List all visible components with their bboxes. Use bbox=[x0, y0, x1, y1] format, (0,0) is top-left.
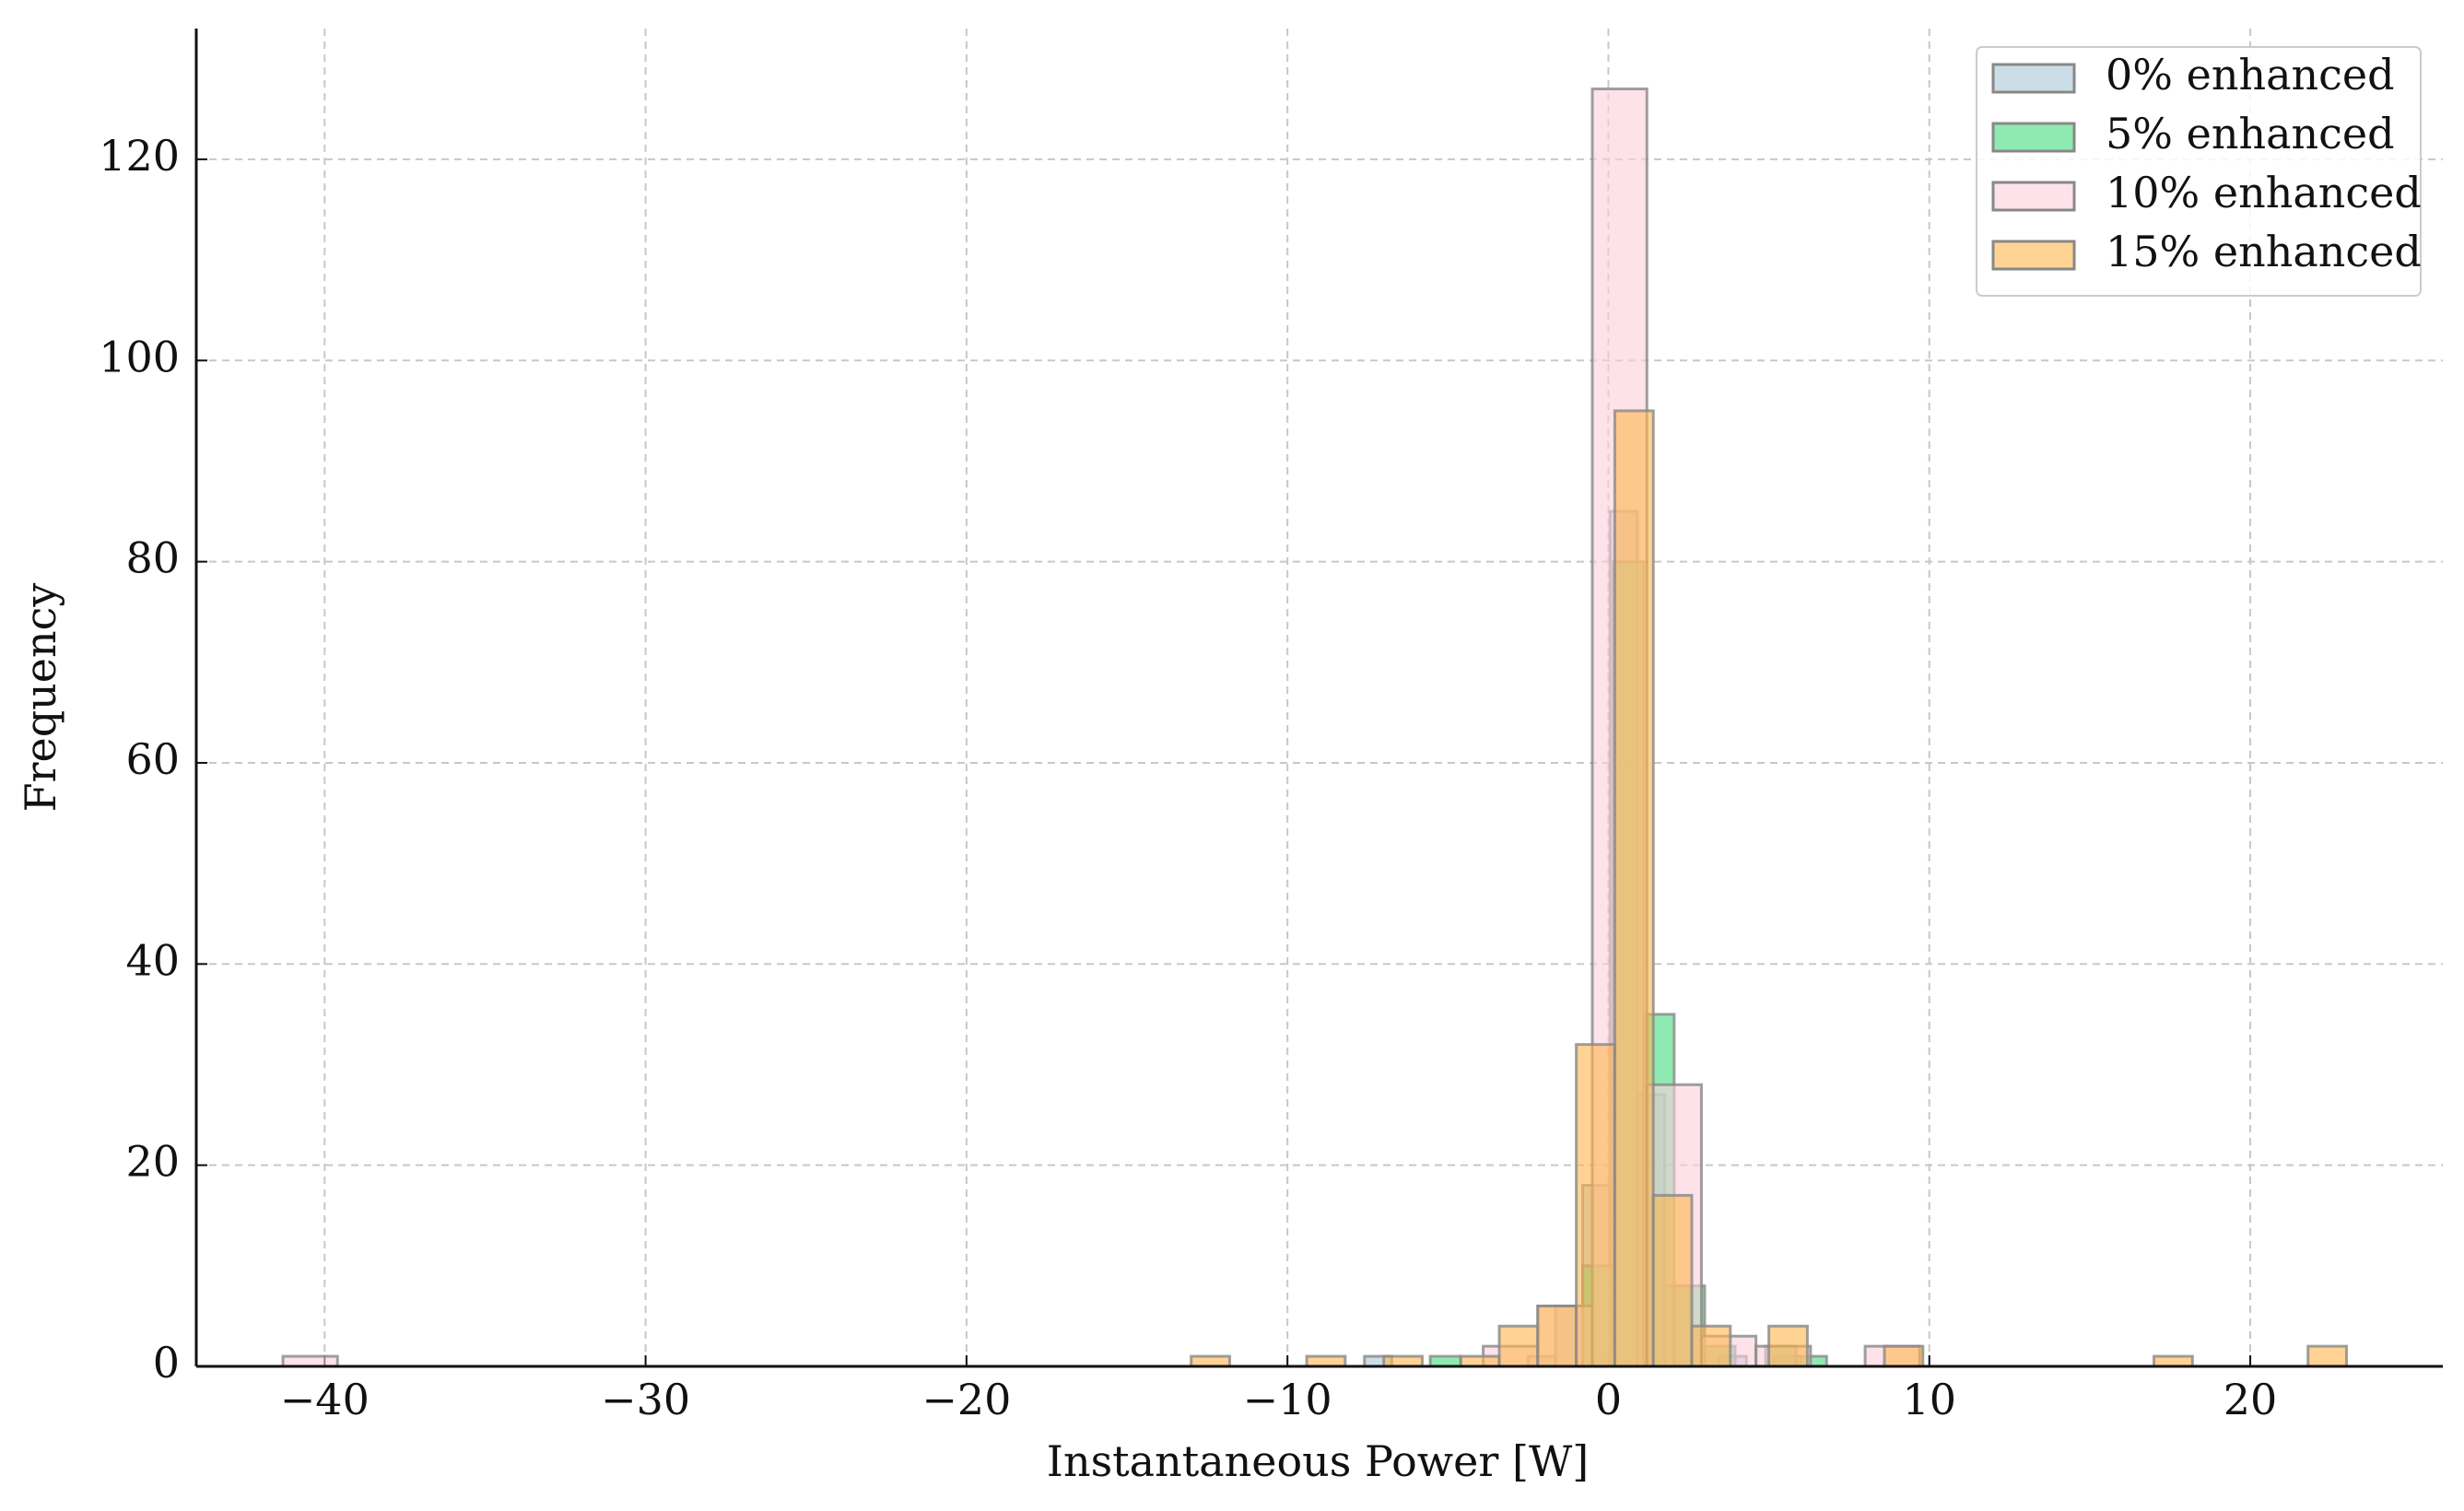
legend-swatch bbox=[1991, 122, 2076, 153]
histogram-bar bbox=[1305, 1354, 1347, 1368]
histogram-bar bbox=[2306, 1344, 2349, 1368]
legend-label: 15% enhanced bbox=[2106, 227, 2422, 276]
x-axis-label: Instantaneous Power [W] bbox=[1047, 1436, 1589, 1486]
histogram-bar bbox=[1536, 1304, 1578, 1368]
histogram-bar bbox=[1613, 409, 1655, 1368]
histogram-bar bbox=[1651, 1193, 1694, 1368]
x-tick-label: 0 bbox=[1595, 1375, 1622, 1424]
x-tick-label: 10 bbox=[1902, 1375, 1956, 1424]
x-tick-label: −10 bbox=[1243, 1375, 1332, 1424]
histogram-bar bbox=[1497, 1324, 1540, 1368]
y-tick-label: 120 bbox=[99, 131, 180, 181]
histogram-bar bbox=[1382, 1354, 1424, 1368]
histogram-bar bbox=[2153, 1354, 2194, 1368]
y-tick-label: 80 bbox=[125, 533, 180, 583]
x-tick-label: −40 bbox=[280, 1375, 370, 1424]
y-tick-label: 40 bbox=[125, 935, 180, 985]
histogram-bar bbox=[281, 1354, 339, 1368]
y-axis-label: Frequency bbox=[16, 583, 65, 813]
legend-label: 5% enhanced bbox=[2106, 109, 2395, 158]
legend-label: 10% enhanced bbox=[2106, 168, 2422, 217]
histogram-bar bbox=[1575, 1043, 1616, 1368]
histogram-bar bbox=[1883, 1344, 1925, 1368]
y-tick-label: 0 bbox=[153, 1338, 180, 1388]
histogram-bar bbox=[1459, 1354, 1501, 1368]
legend-label: 0% enhanced bbox=[2106, 50, 2395, 100]
x-tick-label: −30 bbox=[601, 1375, 690, 1424]
histogram-bar bbox=[1690, 1324, 1732, 1368]
x-tick-label: 20 bbox=[2223, 1375, 2278, 1424]
legend-box bbox=[1976, 46, 2422, 297]
x-tick-label: −20 bbox=[921, 1375, 1011, 1424]
legend-swatch bbox=[1991, 240, 2076, 271]
y-tick-label: 100 bbox=[99, 332, 180, 381]
y-tick-label: 20 bbox=[125, 1137, 180, 1187]
histogram-bar bbox=[1428, 1354, 1462, 1368]
y-tick-label: 60 bbox=[125, 734, 180, 784]
histogram-bar bbox=[1190, 1354, 1231, 1368]
legend-swatch bbox=[1991, 63, 2076, 94]
histogram-bar bbox=[1767, 1324, 1809, 1368]
legend-swatch bbox=[1991, 181, 2076, 212]
